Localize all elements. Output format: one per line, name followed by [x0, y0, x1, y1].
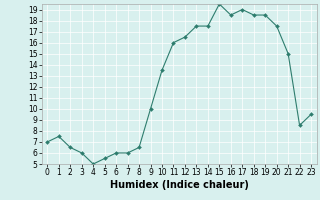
- X-axis label: Humidex (Indice chaleur): Humidex (Indice chaleur): [110, 180, 249, 190]
